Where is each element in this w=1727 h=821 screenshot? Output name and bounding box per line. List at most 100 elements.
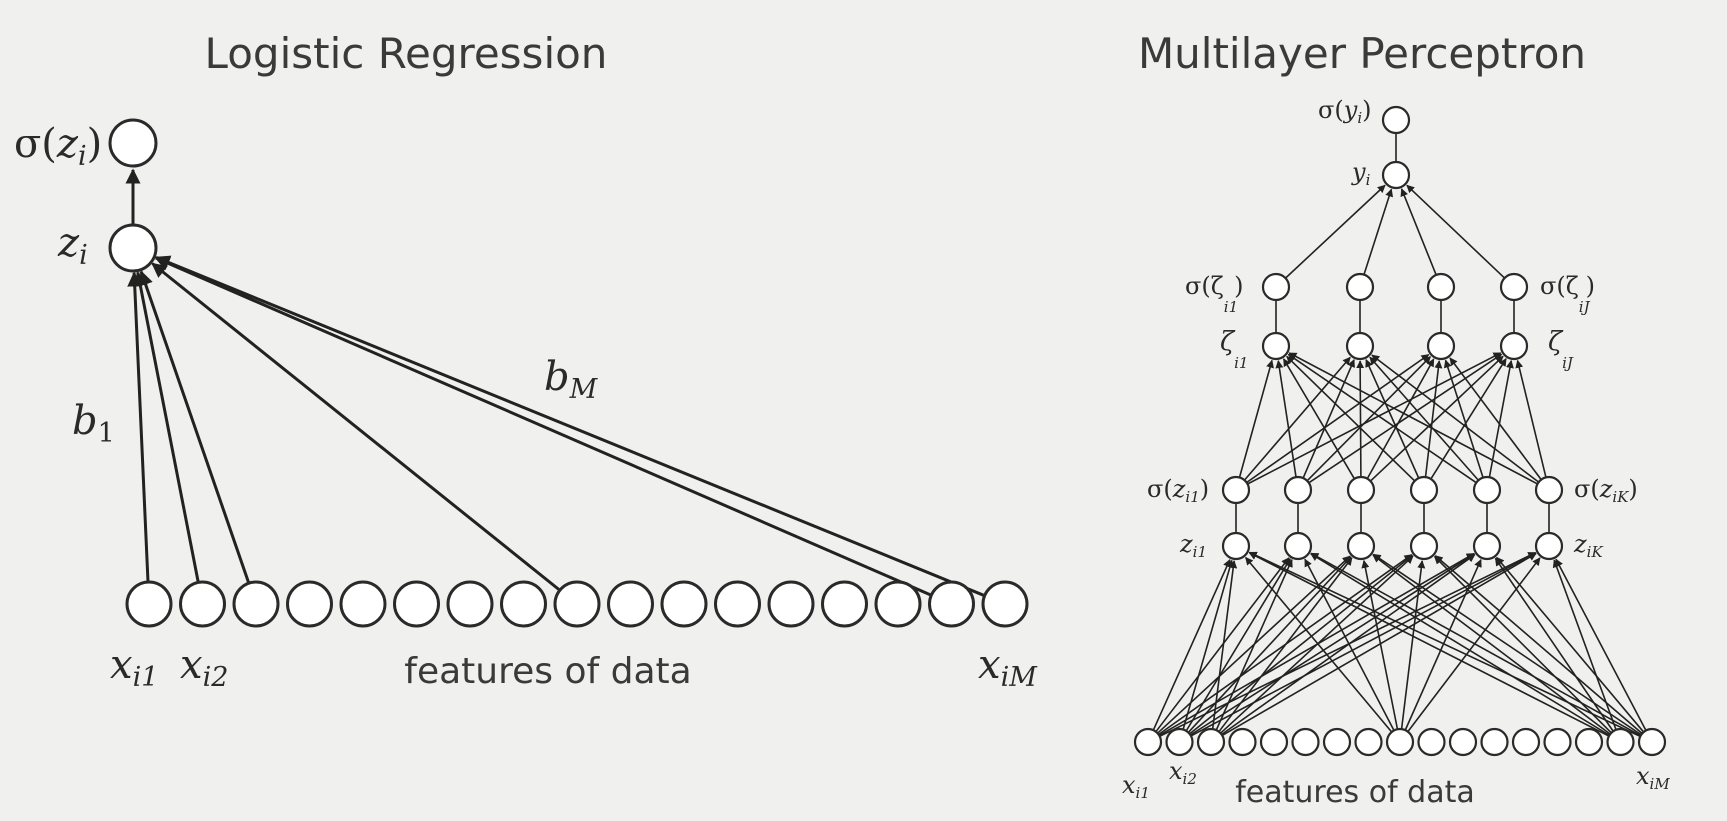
mlp-input-edge [1400, 560, 1426, 730]
mlp-sigma-y-label: σ(yi) [1318, 96, 1372, 127]
mlp-title: Multilayer Perceptron [1138, 29, 1586, 78]
lr-b1-label: b1 [72, 398, 115, 449]
logistic-regression-title: Logistic Regression [205, 29, 608, 78]
mlp-input-edge [1245, 556, 1393, 733]
mlp-hidden-edge [1243, 356, 1351, 481]
lr-weight-edge [151, 262, 561, 592]
mlp-input-edge [1152, 558, 1231, 731]
mlp-input-edge [1155, 557, 1290, 733]
lr-weight-edge [154, 256, 932, 597]
lr-input-node [125, 580, 173, 628]
mlp-hidden-edge [1371, 354, 1540, 483]
mlp-hidden2-node [1345, 331, 1375, 361]
mlp-hidden-edge [1356, 360, 1365, 478]
mlp-hidden2-activation-node [1345, 272, 1375, 302]
mlp-hidden-edge [1369, 356, 1480, 481]
mlp-edges [1152, 133, 1647, 738]
mlp-input-edge [1248, 551, 1641, 738]
lr-x1-label: xi1 [110, 642, 158, 693]
mlp-output-edge [1363, 188, 1394, 275]
mlp-hidden1-activation-node [1409, 475, 1439, 505]
lr-xM-label: xiM [978, 642, 1038, 693]
mlp-hidden2-activation-node [1261, 272, 1291, 302]
mlp-nodes [1133, 105, 1667, 757]
mlp-xM-label: xiM [1636, 762, 1670, 793]
mlp-input-edge [1496, 556, 1645, 733]
mlp-zK-label: ziK [1573, 530, 1603, 561]
lr-input-node [607, 580, 654, 628]
mlp-input-edge [1372, 554, 1611, 735]
mlp-input-edge [1190, 553, 1476, 736]
mlp-output-edge [1284, 184, 1386, 279]
mlp-x1-label: xi1 [1122, 771, 1150, 802]
mlp-input-node [1480, 727, 1509, 757]
mlp-input-edge [1221, 552, 1537, 737]
lr-input-node [339, 580, 387, 628]
mlp-sigma-zeta1-label: σ(ζi1) [1185, 272, 1243, 316]
mlp-hidden1-node [1472, 531, 1502, 561]
mlp-input-edge [1189, 554, 1413, 735]
mlp-hidden-edge [1275, 360, 1297, 478]
mlp-input-edge [1434, 555, 1643, 735]
lr-weight-edge [154, 255, 986, 598]
mlp-hidden-edge [1238, 359, 1274, 478]
lr-sigma-label: σ(zi) [14, 121, 102, 172]
lr-input-node [446, 580, 494, 628]
mlp-hidden2-node [1261, 331, 1291, 361]
mlp-input-node [1228, 727, 1257, 757]
mlp-x2-label: xi2 [1169, 757, 1197, 788]
mlp-hidden-edge [1449, 357, 1542, 481]
mlp-input-edge [1494, 557, 1614, 732]
mlp-hidden2-node [1499, 331, 1529, 361]
lr-input-node [714, 580, 761, 628]
mlp-hidden1-node [1283, 531, 1313, 561]
mlp-hidden2-activation-node [1499, 272, 1529, 302]
mlp-hidden1-node [1534, 531, 1564, 561]
mlp-y-label: yi [1351, 158, 1371, 189]
mlp-input-node [1417, 727, 1446, 757]
mlp-hidden2-node [1426, 331, 1456, 361]
mlp-input-node [1385, 727, 1415, 757]
lr-input-node [767, 580, 815, 628]
mlp-input-edge [1310, 553, 1610, 736]
mlp-input-edge [1555, 558, 1647, 731]
lr-input-node [821, 580, 868, 628]
mlp-hidden-edge [1247, 352, 1502, 485]
mlp-input-edge [1218, 557, 1353, 733]
mlp-sigma-zK-label: σ(ziK) [1574, 475, 1638, 506]
mlp-input-edge [1182, 559, 1234, 730]
mlp-input-node [1259, 727, 1289, 757]
mlp-input-edge [1248, 552, 1610, 737]
mlp-zeta1-label: ζi1 [1220, 327, 1248, 372]
lr-sum-node [108, 223, 158, 273]
lr-weight-edge [127, 271, 150, 583]
mlp-output-edge [1400, 188, 1437, 276]
mlp-input-edge [1185, 558, 1291, 732]
mlp-hidden-edge [1282, 358, 1356, 480]
lr-x2-label: xi2 [180, 642, 228, 693]
lr-input-node [393, 580, 440, 628]
lr-bM-label: bM [544, 354, 599, 405]
mlp-input-edge [1215, 558, 1293, 731]
mlp-output-activation-node [1381, 105, 1411, 135]
mlp-input-node [1511, 727, 1541, 757]
mlp-input-node [1165, 727, 1194, 757]
mlp-features-caption: features of data [1235, 775, 1475, 810]
lr-weight-edge [133, 271, 200, 583]
mlp-hidden-edge [1424, 360, 1443, 478]
mlp-hidden-edge [1515, 359, 1547, 478]
mlp-input-node [1322, 727, 1352, 757]
lr-input-node [928, 580, 975, 628]
lr-input-node [660, 580, 708, 628]
mlp-hidden-edge [1286, 355, 1416, 482]
mlp-input-edge [1220, 555, 1414, 734]
lr-z-label: zi [57, 220, 88, 271]
mlp-hidden-edge [1443, 359, 1484, 478]
mlp-sigma-z1-label: σ(zi1) [1147, 475, 1209, 506]
mlp-hidden1-activation-node [1346, 475, 1376, 505]
lr-output-node [108, 118, 158, 168]
mlp-input-edge [1310, 552, 1642, 737]
lr-input-node [981, 580, 1029, 628]
mlp-hidden1-activation-node [1221, 475, 1251, 505]
lr-input-node [179, 580, 226, 628]
